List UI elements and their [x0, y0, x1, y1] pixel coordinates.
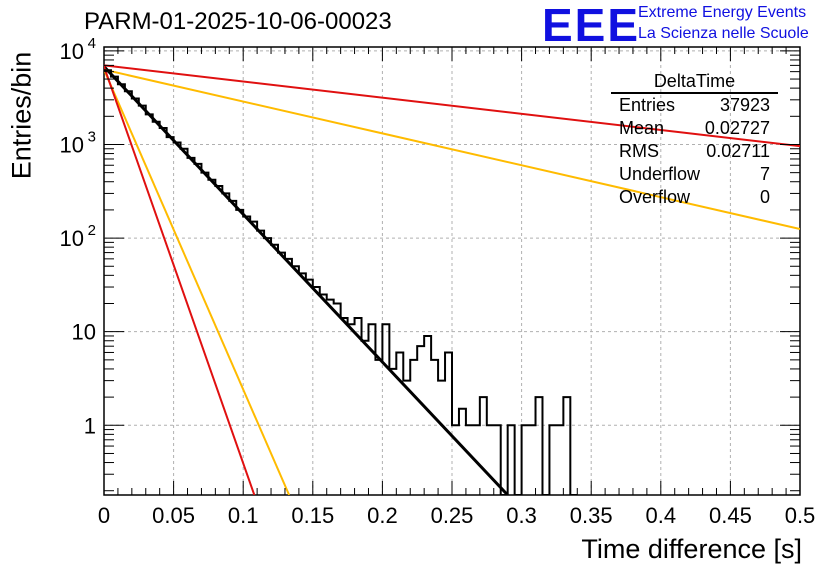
y-tick-label: 10	[60, 226, 84, 251]
stats-row-entries: Entries 37923	[611, 94, 778, 117]
histogram	[104, 69, 578, 495]
x-tick-label: 0	[98, 503, 110, 528]
histogram-outline	[104, 69, 578, 495]
stats-row-rms: RMS 0.02711	[611, 140, 778, 163]
curve-orange-slow	[104, 68, 800, 230]
y-tick-exponent: 2	[88, 222, 96, 239]
curve-orange-fast	[104, 69, 291, 495]
stats-label: Entries	[619, 95, 676, 115]
y-tick-exponent: 4	[88, 35, 96, 52]
x-tick-label: 0.45	[709, 503, 752, 528]
stats-label: Mean	[619, 118, 665, 138]
y-tick-label: 10	[72, 320, 96, 345]
x-tick-label: 0.4	[646, 503, 677, 528]
x-tick-label: 0.35	[570, 503, 613, 528]
stats-row-underflow: Underflow 7	[611, 163, 778, 186]
stats-value: 0	[759, 187, 770, 207]
stats-box: DeltaTime Entries 37923 Mean 0.02727 RMS…	[611, 70, 778, 209]
x-tick-label: 0.2	[367, 503, 398, 528]
stats-value: 0.02727	[704, 118, 770, 138]
chart-title: PARM-01-2025-10-06-00023	[84, 8, 392, 35]
eee-line2: La Scienza nelle Scuole	[638, 25, 809, 42]
curve-red-fast	[104, 66, 256, 495]
x-tick-label: 0.05	[152, 503, 195, 528]
x-tick-label: 0.5	[785, 503, 816, 528]
y-tick-exponent: 3	[88, 128, 96, 145]
stats-label: RMS	[619, 141, 659, 161]
y-axis-label: Entries/bin	[6, 51, 37, 180]
x-tick-label: 0.15	[291, 503, 334, 528]
stats-value: 7	[759, 164, 770, 184]
stats-title: DeltaTime	[611, 70, 778, 94]
stats-value: 37923	[719, 95, 770, 115]
axes: 0 0.05 0.1 0.15 0.2 0.25 0.3 0.35 0.4 0.45 0.5 1 10 1…	[60, 35, 816, 528]
y-tick-label: 10	[60, 39, 84, 64]
y-tick-label: 10	[60, 132, 84, 157]
x-tick-label: 0.25	[431, 503, 474, 528]
stats-row-overflow: Overflow 0	[611, 186, 778, 209]
y-tick-label: 1	[84, 413, 96, 438]
stats-label: Overflow	[619, 187, 691, 207]
stats-label: Underflow	[619, 164, 701, 184]
eee-logo: EEE	[542, 0, 641, 51]
curve-fit	[104, 65, 509, 495]
x-tick-label: 0.3	[506, 503, 537, 528]
curve-red-slow	[104, 64, 800, 148]
eee-line1: Extreme Energy Events	[638, 4, 807, 21]
stats-value: 0.02711	[706, 141, 770, 161]
stats-row-mean: Mean 0.02727	[611, 117, 778, 140]
x-axis-label: Time difference [s]	[581, 534, 802, 564]
x-tick-label: 0.1	[228, 503, 259, 528]
